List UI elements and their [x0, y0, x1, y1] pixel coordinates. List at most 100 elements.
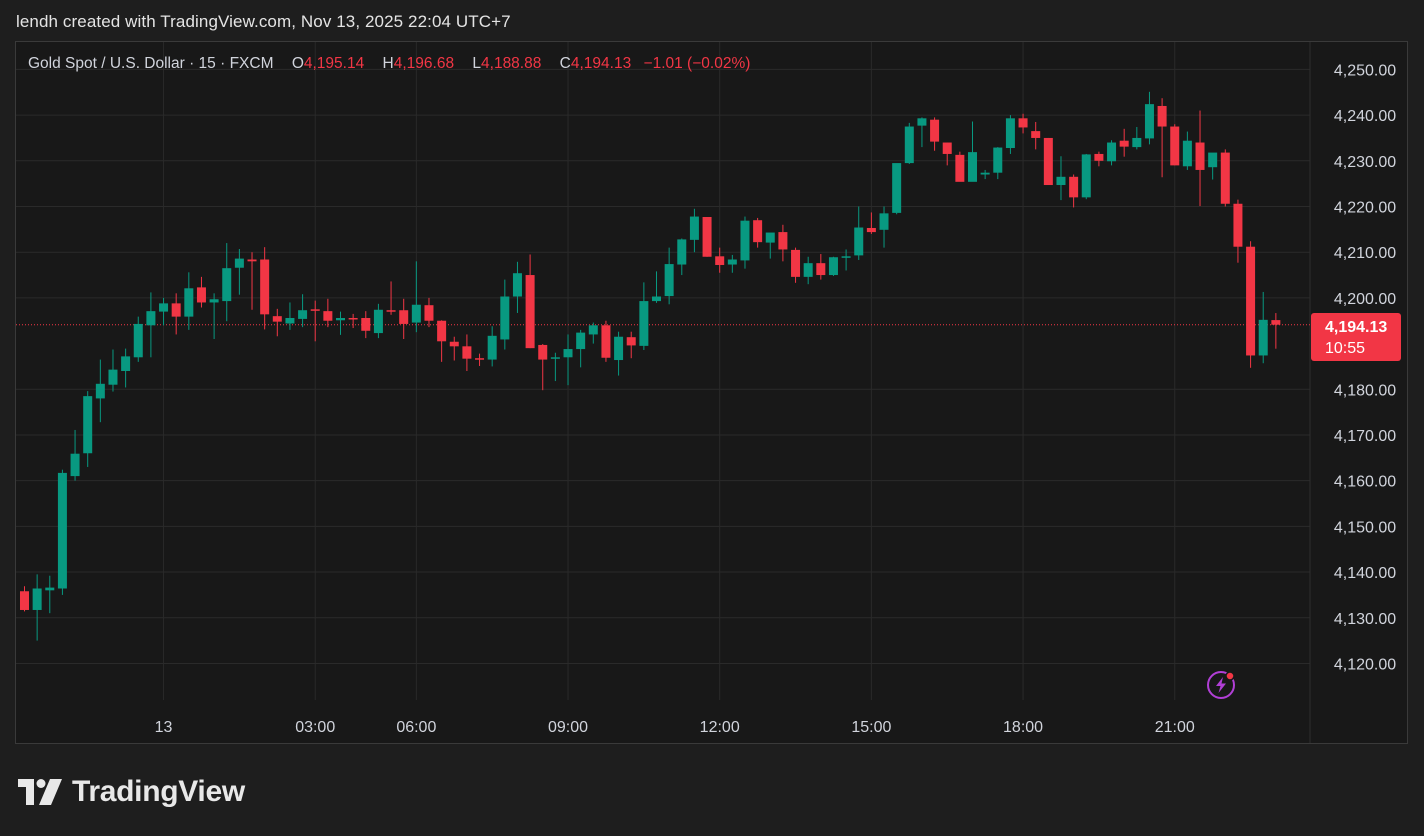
y-tick-label: 4,220.00 — [1334, 200, 1396, 217]
candle-body — [538, 344, 548, 360]
candle-body — [348, 317, 358, 320]
x-tick-label: 13 — [155, 719, 173, 736]
candle-body — [1081, 154, 1091, 198]
candle-body — [361, 317, 371, 331]
candle-body — [336, 317, 345, 321]
candle-body — [1208, 152, 1218, 168]
symbol-legend: Gold Spot / U.S. Dollar · 15 · FXCM O4,1… — [28, 55, 750, 73]
candle-body — [399, 310, 409, 324]
candle-body — [209, 299, 219, 303]
candle-body — [260, 259, 270, 315]
candle-body — [841, 256, 851, 258]
candle-body — [993, 147, 1003, 173]
chart-panel[interactable]: 4,250.00 4,240.00 4,230.00 4,220.00 4,210.00… — [15, 41, 1408, 744]
candle-body — [323, 311, 333, 321]
candle-body — [487, 335, 497, 360]
candle-body — [424, 305, 434, 321]
candle-body — [816, 263, 826, 276]
tradingview-brand[interactable]: TradingView — [18, 774, 245, 810]
candle-body — [83, 396, 93, 454]
x-tick-label: 15:00 — [851, 719, 891, 736]
candle-body — [1220, 152, 1230, 204]
candle-body — [184, 288, 194, 317]
candle-body — [121, 356, 131, 371]
low-label: L — [472, 55, 482, 72]
candle-body — [411, 304, 421, 323]
close-label: C — [559, 55, 571, 72]
candle-body — [892, 163, 902, 213]
candle-body — [45, 587, 55, 591]
candle-body — [1132, 137, 1142, 148]
candle-body — [285, 317, 295, 324]
tradingview-logo-icon — [18, 779, 62, 805]
candle-body — [1157, 105, 1167, 127]
y-tick-label: 4,140.00 — [1334, 565, 1396, 582]
candle-body — [475, 358, 485, 360]
candle-body — [980, 172, 990, 175]
bar-countdown: 10:55 — [1325, 340, 1366, 357]
candle-body — [1170, 126, 1180, 166]
x-tick-label: 03:00 — [295, 719, 335, 736]
candle-body — [1246, 246, 1256, 356]
candle-body — [133, 323, 143, 358]
candle-body — [639, 301, 649, 346]
candle-body — [32, 588, 42, 610]
candle-body — [1056, 176, 1066, 186]
change-value: −1.01 (−0.02%) — [643, 55, 751, 72]
candle-body — [1144, 104, 1154, 139]
x-tick-label: 21:00 — [1155, 719, 1195, 736]
candle-body — [753, 220, 763, 243]
candle-body — [626, 337, 636, 346]
y-tick-label: 4,210.00 — [1334, 245, 1396, 262]
candle-body — [791, 249, 801, 277]
open-label: O — [291, 55, 304, 72]
candle-body — [146, 311, 156, 326]
candle-body — [272, 316, 282, 322]
candle-body — [95, 383, 105, 399]
x-tick-label: 12:00 — [700, 719, 740, 736]
high-value: 4,196.68 — [393, 55, 455, 72]
candle-body — [1069, 176, 1079, 198]
candle-body — [1119, 140, 1129, 147]
candle-body — [715, 256, 725, 265]
candle-body — [803, 263, 813, 277]
close-value: 4,194.13 — [570, 55, 632, 72]
lightning-bolt-icon[interactable] — [1206, 670, 1236, 700]
candle-body — [57, 472, 67, 589]
y-tick-label: 4,240.00 — [1334, 108, 1396, 125]
candle-body — [512, 273, 522, 297]
candle-body — [550, 357, 560, 359]
candle-body — [1094, 153, 1104, 161]
candlestick-chart[interactable]: 4,250.00 4,240.00 4,230.00 4,220.00 4,210.00… — [16, 42, 1407, 743]
y-tick-label: 4,160.00 — [1334, 474, 1396, 491]
candle-body — [727, 259, 737, 265]
y-tick-label: 4,170.00 — [1334, 428, 1396, 445]
candle-body — [1195, 142, 1205, 170]
candle-body — [778, 232, 788, 250]
last-price-tag: 4,194.13 10:55 — [1311, 313, 1401, 361]
candle-body — [765, 232, 775, 243]
candle-body — [828, 257, 838, 276]
candle-body — [159, 303, 169, 312]
candle-body — [386, 310, 396, 312]
candle-body — [437, 320, 447, 342]
candle-body — [525, 275, 535, 349]
candle-body — [1031, 131, 1041, 138]
candle-body — [968, 152, 977, 182]
brand-name: TradingView — [72, 775, 245, 808]
candle-body — [1018, 118, 1028, 128]
candle-body — [866, 227, 876, 233]
y-tick-label: 4,120.00 — [1334, 656, 1396, 673]
candle-body — [500, 296, 510, 340]
open-value: 4,195.14 — [303, 55, 365, 72]
candle-body — [70, 453, 80, 477]
y-tick-label: 4,180.00 — [1334, 382, 1396, 399]
candle-body — [588, 325, 598, 335]
candle-body — [171, 303, 181, 317]
candle-body — [942, 142, 952, 154]
x-tick-label: 06:00 — [396, 719, 436, 736]
candle-body — [247, 259, 257, 262]
candle-body — [702, 217, 712, 257]
last-price-value: 4,194.13 — [1325, 319, 1388, 336]
candle-body — [601, 325, 611, 358]
